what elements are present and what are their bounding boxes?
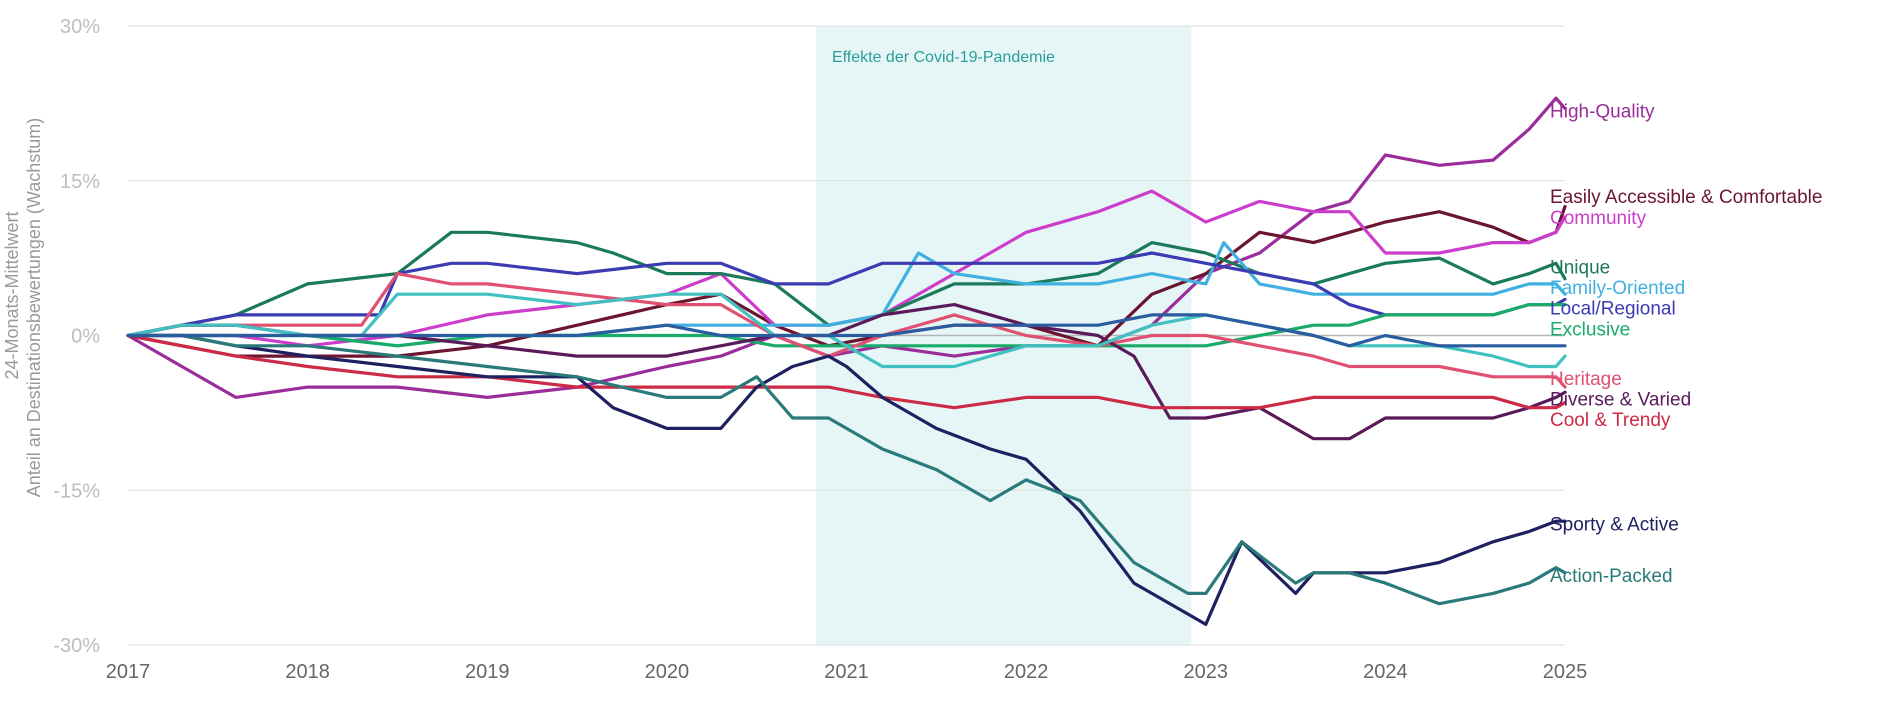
series-label: High-Quality xyxy=(1550,102,1655,123)
series-label: Action-Packed xyxy=(1550,566,1673,587)
series-label: Family-Oriented xyxy=(1550,278,1685,299)
y-axis-label-line2: Anteil an Destinationsbewertungen (Wachs… xyxy=(24,118,44,498)
series-label: Easily Accessible & Comfortable xyxy=(1550,187,1822,208)
x-tick-label: 2022 xyxy=(1004,661,1049,683)
series-line xyxy=(126,292,1567,369)
y-tick-label: 15% xyxy=(60,171,100,193)
x-tick-label: 2019 xyxy=(465,661,510,683)
y-axis-label-line1: 24-Monats-Mittelwert xyxy=(2,211,22,379)
x-tick-label: 2020 xyxy=(645,661,690,683)
x-tick-label: 2021 xyxy=(824,661,869,683)
series-labels: High-Quality Easily Accessible & Comforta… xyxy=(1550,102,1822,587)
y-axis-ticks: 30% 15% 0% -15% -30% xyxy=(53,16,100,657)
x-tick-label: 2017 xyxy=(106,661,151,683)
series-label: Exclusive xyxy=(1550,319,1630,340)
y-tick-label: 30% xyxy=(60,16,100,38)
series-line xyxy=(126,189,1567,348)
covid-annotation: Effekte der Covid-19-Pandemie xyxy=(832,49,1055,66)
series-line xyxy=(126,96,1567,399)
series-line xyxy=(126,333,1567,410)
y-tick-label: 0% xyxy=(71,326,100,348)
series-line xyxy=(126,333,1567,626)
series-label: Cool & Trendy xyxy=(1550,410,1671,431)
y-axis-label: 24-Monats-Mittelwert Anteil an Destinati… xyxy=(2,118,44,498)
y-tick-label: -15% xyxy=(53,480,100,502)
series-lines xyxy=(126,96,1567,626)
series-label: Heritage xyxy=(1550,369,1622,390)
x-axis-ticks: 2017 2018 2019 2020 2021 2022 2023 2024 2025 xyxy=(106,661,1588,683)
y-tick-label: -30% xyxy=(53,635,100,657)
series-label: Community xyxy=(1550,208,1647,229)
x-tick-label: 2023 xyxy=(1184,661,1229,683)
series-line xyxy=(126,230,1567,338)
series-label: Unique xyxy=(1550,257,1610,278)
series-line xyxy=(126,333,1567,606)
series-line xyxy=(126,272,1567,389)
series-line xyxy=(126,303,1567,348)
x-tick-label: 2024 xyxy=(1363,661,1408,683)
series-label: Sporty & Active xyxy=(1550,514,1679,535)
series-label: Local/Regional xyxy=(1550,299,1676,320)
x-tick-label: 2025 xyxy=(1543,661,1588,683)
x-tick-label: 2018 xyxy=(285,661,330,683)
series-line xyxy=(126,313,1567,348)
series-label: Diverse & Varied xyxy=(1550,389,1691,410)
